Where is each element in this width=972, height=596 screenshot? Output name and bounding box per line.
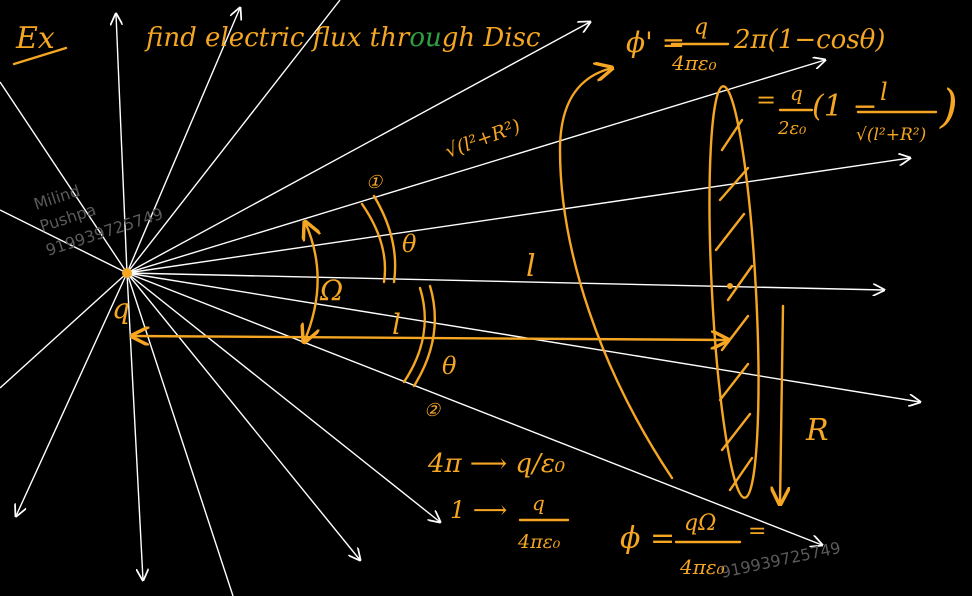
radius-arrow <box>780 304 783 504</box>
distance-label-upper: l <box>526 249 536 284</box>
proportion-working: 4π ⟶ q/ε₀ 1 ⟶ q 4πε₀ <box>427 449 570 553</box>
marker-one: ① <box>366 172 383 193</box>
field-line <box>126 272 143 580</box>
angle-arc <box>402 286 426 384</box>
fraction-denominator: 4πε₀ <box>679 555 725 579</box>
equals-sign: = <box>756 86 776 114</box>
solid-angle-term: 2π(1−cosθ) <box>733 25 885 55</box>
phi-label: ϕ = <box>620 521 675 556</box>
fraction-numerator: l <box>880 78 888 106</box>
charge-label: q <box>112 292 130 325</box>
header: Ex find electric flux through Disc <box>12 21 541 66</box>
field-line <box>116 14 128 274</box>
field-line <box>126 272 822 545</box>
field-line <box>126 158 910 274</box>
field-line <box>126 60 825 274</box>
field-line <box>16 272 128 516</box>
proportion-line-2: 1 ⟶ <box>450 496 507 524</box>
field-line <box>126 0 341 274</box>
point-charge <box>122 268 132 278</box>
fraction-numerator: q <box>532 491 545 515</box>
paren-one-minus: (1 − <box>812 89 877 124</box>
fraction-numerator: q <box>694 15 708 40</box>
angle-arc <box>360 202 387 284</box>
watermark: Milind Pushpa 919939725749 919939725749 <box>31 181 842 582</box>
solid-angle-label: Ω <box>319 274 343 307</box>
disc-center <box>727 283 733 289</box>
field-line <box>126 8 240 274</box>
charge: q <box>112 268 132 325</box>
theta-lower: θ <box>442 352 457 380</box>
field-line <box>126 272 360 560</box>
fraction-denominator: 4πε₀ <box>517 531 561 553</box>
solid-angle-arrow <box>304 222 318 342</box>
angle-arcs: θ θ ① ② <box>360 172 457 421</box>
field-line <box>0 272 128 389</box>
field-line <box>126 272 440 522</box>
fraction-numerator: q <box>790 81 803 105</box>
fraction-numerator: qΩ <box>684 511 716 536</box>
radius-label: R <box>805 413 829 448</box>
field-line <box>126 272 884 290</box>
problem-title: find electric flux through Disc <box>144 23 541 53</box>
flux-formula-simplified: = q 2ε₀ (1 − l √(l²+R²) ) <box>756 78 958 145</box>
field-line <box>0 209 128 274</box>
phi-prime-label: ϕ' = <box>626 26 685 59</box>
distance-label-lower: l <box>392 308 401 341</box>
field-line <box>0 81 128 274</box>
fraction-denominator: 2ε₀ <box>777 118 806 139</box>
example-label: Ex <box>15 21 55 56</box>
equals-sign: = <box>748 519 766 544</box>
field-line <box>126 272 234 596</box>
distance-arrow <box>132 336 728 340</box>
disc-outline <box>708 85 760 499</box>
proportion-line-1: 4π ⟶ q/ε₀ <box>427 449 566 479</box>
disc: R <box>708 85 829 504</box>
flux-formula-final: ϕ = qΩ 4πε₀ = <box>620 511 766 579</box>
watermark-number-bottom: 919939725749 <box>719 538 842 582</box>
disc-hatching <box>714 118 754 492</box>
marker-two: ② <box>424 400 441 421</box>
flux-formula-top: ϕ' = q 4πε₀ 2π(1−cosθ) <box>626 15 885 75</box>
example-underline <box>12 46 68 66</box>
close-paren: ) <box>939 79 958 133</box>
angle-arc <box>412 284 436 388</box>
curved-arrow <box>558 68 674 480</box>
theta-upper: θ <box>402 230 417 258</box>
fraction-denominator: 4πε₀ <box>671 51 717 75</box>
field-line <box>126 22 590 274</box>
fraction-denominator: √(l²+R²) <box>856 125 926 145</box>
angle-arc <box>372 194 397 284</box>
